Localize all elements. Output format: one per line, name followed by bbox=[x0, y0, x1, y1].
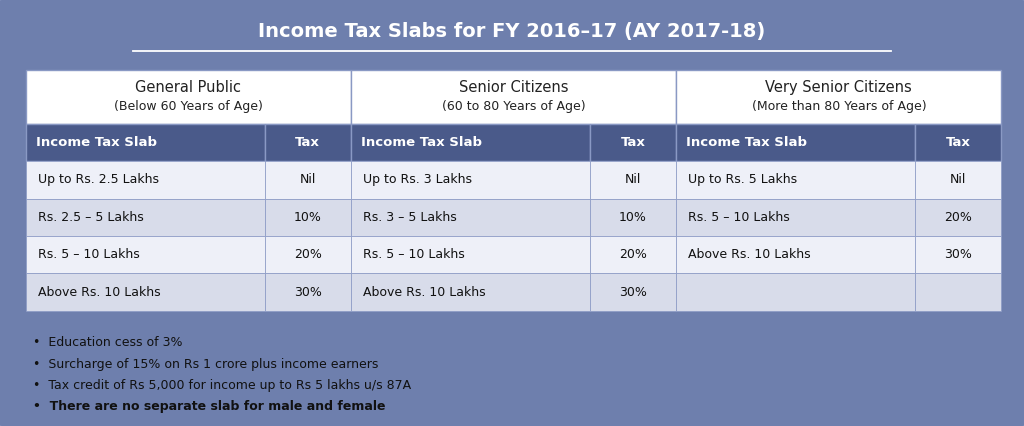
Bar bbox=[676, 236, 915, 273]
Text: Tax: Tax bbox=[295, 136, 321, 149]
Bar bbox=[676, 273, 915, 311]
Text: Tax: Tax bbox=[946, 136, 971, 149]
Bar bbox=[264, 199, 351, 236]
Bar bbox=[351, 273, 590, 311]
Text: 10%: 10% bbox=[620, 211, 647, 224]
Text: Very Senior Citizens: Very Senior Citizens bbox=[766, 80, 912, 95]
Text: 30%: 30% bbox=[294, 286, 322, 299]
Bar bbox=[590, 236, 676, 273]
Text: Rs. 5 – 10 Lakhs: Rs. 5 – 10 Lakhs bbox=[364, 248, 465, 261]
Bar bbox=[590, 273, 676, 311]
Bar bbox=[915, 124, 1001, 161]
Text: Rs. 5 – 10 Lakhs: Rs. 5 – 10 Lakhs bbox=[38, 248, 139, 261]
Bar bbox=[590, 124, 676, 161]
Bar bbox=[915, 236, 1001, 273]
Text: Above Rs. 10 Lakhs: Above Rs. 10 Lakhs bbox=[364, 286, 485, 299]
Text: Rs. 3 – 5 Lakhs: Rs. 3 – 5 Lakhs bbox=[364, 211, 457, 224]
Text: Up to Rs. 3 Lakhs: Up to Rs. 3 Lakhs bbox=[364, 173, 472, 186]
Bar bbox=[676, 70, 1001, 124]
Bar bbox=[26, 70, 351, 124]
Text: Tax: Tax bbox=[621, 136, 645, 149]
Bar bbox=[26, 124, 264, 161]
Text: •  Education cess of 3%: • Education cess of 3% bbox=[33, 337, 182, 349]
Text: Income Tax Slab: Income Tax Slab bbox=[36, 136, 157, 149]
Bar bbox=[351, 70, 676, 124]
Text: Up to Rs. 5 Lakhs: Up to Rs. 5 Lakhs bbox=[688, 173, 798, 186]
Text: Senior Citizens: Senior Citizens bbox=[459, 80, 568, 95]
Text: Nil: Nil bbox=[950, 173, 967, 186]
Text: Above Rs. 10 Lakhs: Above Rs. 10 Lakhs bbox=[688, 248, 811, 261]
Text: •  There are no separate slab for male and female: • There are no separate slab for male an… bbox=[33, 400, 385, 413]
Text: Above Rs. 10 Lakhs: Above Rs. 10 Lakhs bbox=[38, 286, 161, 299]
Text: 20%: 20% bbox=[620, 248, 647, 261]
Bar bbox=[264, 236, 351, 273]
Bar bbox=[676, 199, 915, 236]
Bar bbox=[26, 161, 264, 199]
Text: 20%: 20% bbox=[294, 248, 322, 261]
Bar bbox=[590, 199, 676, 236]
Text: Rs. 5 – 10 Lakhs: Rs. 5 – 10 Lakhs bbox=[688, 211, 791, 224]
Bar bbox=[264, 124, 351, 161]
Text: Income Tax Slab: Income Tax Slab bbox=[686, 136, 807, 149]
Bar bbox=[264, 161, 351, 199]
Bar bbox=[676, 124, 915, 161]
Bar bbox=[590, 161, 676, 199]
Text: Nil: Nil bbox=[625, 173, 641, 186]
Text: Income Tax Slabs for FY 2016–17 (AY 2017-18): Income Tax Slabs for FY 2016–17 (AY 2017… bbox=[258, 23, 766, 41]
Text: (More than 80 Years of Age): (More than 80 Years of Age) bbox=[752, 100, 926, 113]
Text: 20%: 20% bbox=[944, 211, 973, 224]
Text: •  Tax credit of Rs 5,000 for income up to Rs 5 lakhs u/s 87A: • Tax credit of Rs 5,000 for income up t… bbox=[33, 379, 411, 392]
Bar bbox=[351, 161, 590, 199]
Bar bbox=[264, 273, 351, 311]
Text: Nil: Nil bbox=[300, 173, 316, 186]
Text: 10%: 10% bbox=[294, 211, 322, 224]
Text: Income Tax Slab: Income Tax Slab bbox=[361, 136, 482, 149]
Bar bbox=[26, 273, 264, 311]
Text: (60 to 80 Years of Age): (60 to 80 Years of Age) bbox=[441, 100, 586, 113]
Bar bbox=[915, 273, 1001, 311]
Bar bbox=[351, 124, 590, 161]
Bar bbox=[351, 199, 590, 236]
Bar bbox=[915, 199, 1001, 236]
Text: Up to Rs. 2.5 Lakhs: Up to Rs. 2.5 Lakhs bbox=[38, 173, 159, 186]
Text: 30%: 30% bbox=[944, 248, 973, 261]
Text: 30%: 30% bbox=[620, 286, 647, 299]
Text: Rs. 2.5 – 5 Lakhs: Rs. 2.5 – 5 Lakhs bbox=[38, 211, 143, 224]
Text: General Public: General Public bbox=[135, 80, 242, 95]
Bar bbox=[676, 161, 915, 199]
Bar bbox=[351, 236, 590, 273]
Bar bbox=[915, 161, 1001, 199]
Text: (Below 60 Years of Age): (Below 60 Years of Age) bbox=[114, 100, 263, 113]
Text: •  Surcharge of 15% on Rs 1 crore plus income earners: • Surcharge of 15% on Rs 1 crore plus in… bbox=[33, 358, 378, 371]
Bar bbox=[26, 199, 264, 236]
Bar bbox=[26, 236, 264, 273]
